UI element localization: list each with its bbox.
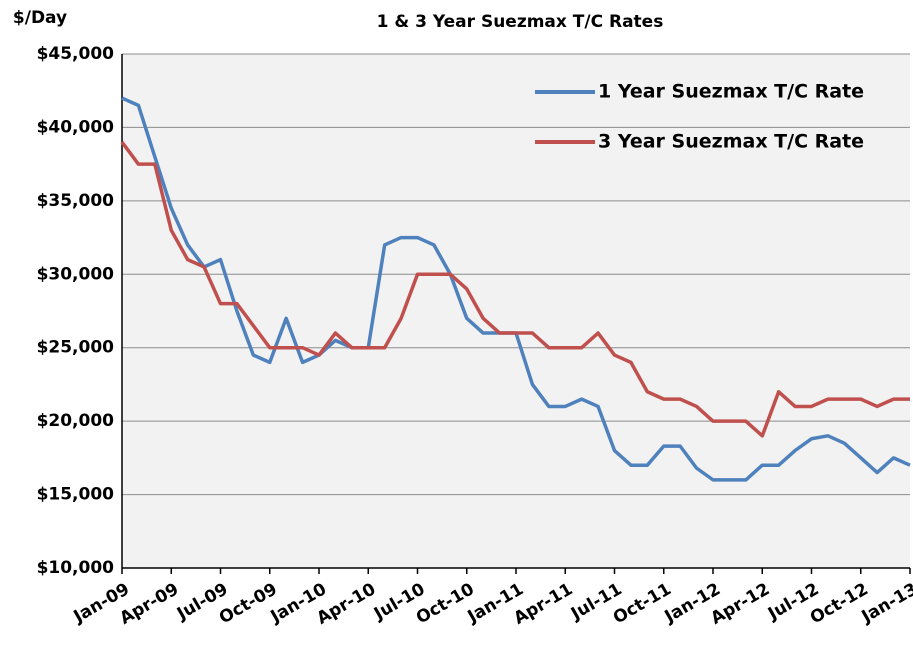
y-tick-label: $10,000 [37, 558, 115, 578]
line-series [120, 141, 910, 438]
y-tick-label: $45,000 [37, 44, 115, 64]
y-tick-label: $30,000 [37, 264, 115, 284]
y-tick-label: $40,000 [37, 117, 115, 137]
y-tick-label: $15,000 [37, 485, 115, 505]
legend-label: 3 Year Suezmax T/C Rate [598, 131, 864, 153]
y-tick-label: $25,000 [37, 338, 115, 358]
chart-title: 1 & 3 Year Suezmax T/C Rates [377, 12, 664, 32]
y-tick-label: $35,000 [37, 191, 115, 211]
y-axis-label: $/Day [13, 8, 67, 28]
plot-area [122, 54, 910, 568]
legend-label: 1 Year Suezmax T/C Rate [598, 81, 864, 103]
x-tick-label: Jan-13 [858, 579, 913, 627]
y-tick-label: $20,000 [37, 411, 115, 431]
